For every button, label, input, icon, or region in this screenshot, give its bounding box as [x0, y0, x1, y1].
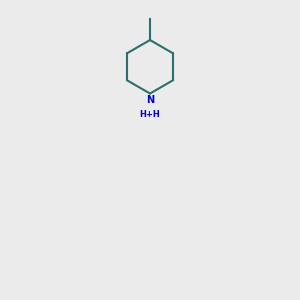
Text: N: N — [146, 95, 154, 105]
Text: H+H: H+H — [140, 110, 160, 119]
